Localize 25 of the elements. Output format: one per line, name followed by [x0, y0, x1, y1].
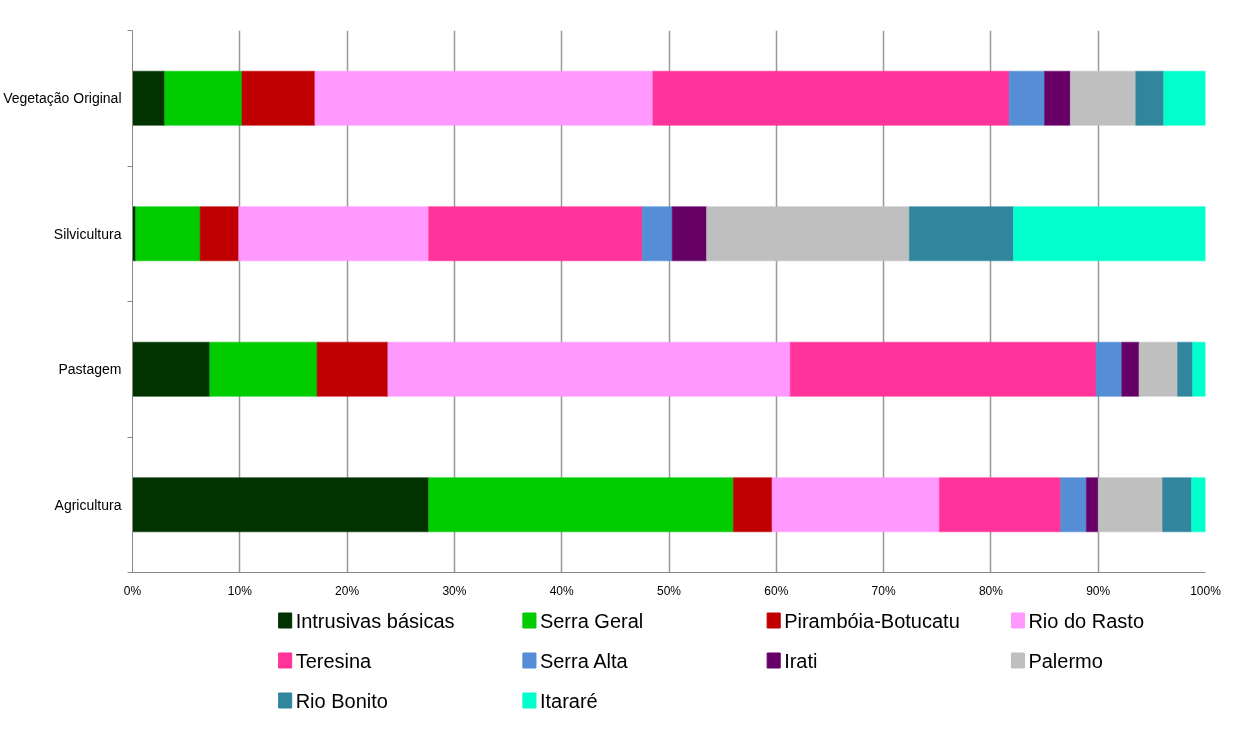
x-tick-label: 10%: [227, 583, 253, 598]
legend-label: Irati: [784, 649, 818, 672]
legend-label: Teresina: [295, 649, 373, 672]
legend-label: Rio do Rasto: [1028, 609, 1145, 632]
x-tick-label: 40%: [549, 583, 575, 598]
x-tick-label: 70%: [871, 583, 896, 598]
legend-label: Itararé: [539, 689, 598, 712]
legend-label: Palermo: [1028, 649, 1103, 672]
y-tick-label: Vegetação Original: [3, 90, 122, 107]
legend-label: Serra Geral: [539, 609, 644, 632]
x-tick-label: 30%: [442, 583, 467, 598]
y-tick-label: Pastagem: [58, 361, 122, 378]
legend-label: Serra Alta: [539, 649, 629, 672]
x-tick-label: 50%: [656, 583, 682, 598]
x-tick-label: 0%: [123, 583, 142, 598]
y-tick-label: Silvicultura: [53, 225, 122, 242]
y-tick-label: Agricultura: [54, 496, 122, 513]
x-tick-label: 100%: [1190, 583, 1222, 598]
x-tick-label: 60%: [764, 583, 789, 598]
legend-label: Intrusivas básicas: [295, 609, 455, 632]
legend-label: Pirambóia-Botucatu: [784, 609, 960, 632]
legend-label: Rio Bonito: [295, 689, 388, 712]
x-tick-label: 90%: [1086, 583, 1111, 598]
x-tick-label: 20%: [335, 583, 360, 598]
x-tick-label: 80%: [978, 583, 1004, 598]
